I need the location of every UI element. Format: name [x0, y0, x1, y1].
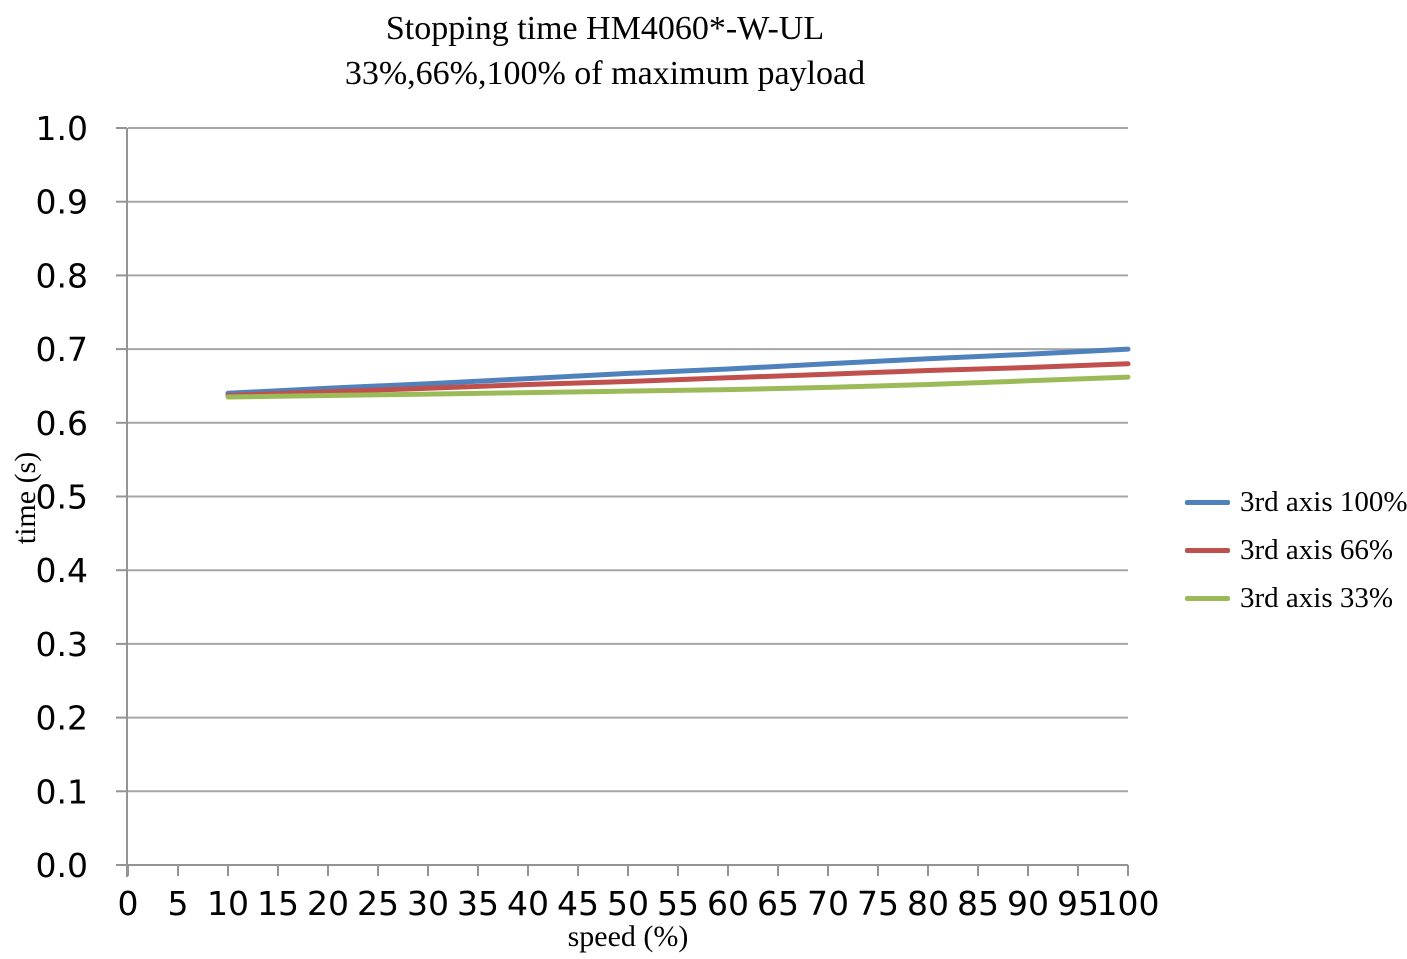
- chart-subtitle: 33%,66%,100% of maximum payload: [344, 55, 866, 92]
- x-tick-label: 15: [257, 884, 299, 923]
- chart-title-block: Stopping time HM4060*-W-UL 33%,66%,100% …: [0, 6, 1210, 96]
- x-tick-label: 10: [207, 884, 249, 923]
- legend-item: 3rd axis 100%: [1185, 487, 1407, 517]
- x-tick-label: 85: [957, 884, 999, 923]
- legend-item: 3rd axis 66%: [1185, 535, 1407, 565]
- legend: 3rd axis 100% 3rd axis 66% 3rd axis 33%: [1185, 487, 1407, 631]
- x-tick-label: 0: [118, 884, 139, 923]
- legend-line-swatch-green: [1185, 595, 1230, 601]
- x-axis-title: speed (%): [567, 920, 689, 953]
- series-line-2: [225, 374, 1131, 400]
- series-line-1: [225, 361, 1131, 398]
- x-tick-label: 50: [607, 884, 649, 923]
- y-tick-label: 0.5: [36, 478, 88, 517]
- y-tick-label: 1.0: [36, 109, 88, 148]
- y-tick-label: 0.9: [36, 183, 88, 222]
- x-tick-label: 45: [557, 884, 599, 923]
- series-line-0: [225, 346, 1131, 396]
- legend-line-swatch-red: [1185, 547, 1230, 553]
- x-tick-label: 80: [907, 884, 949, 923]
- legend-label: 3rd axis 100%: [1240, 486, 1407, 518]
- y-tick-label: 0.4: [36, 551, 88, 590]
- x-tick-label: 30: [407, 884, 449, 923]
- y-tick-label: 0.6: [36, 404, 88, 443]
- legend-label: 3rd axis 66%: [1240, 534, 1394, 566]
- y-tick-label: 0.7: [36, 330, 88, 369]
- x-tick-label: 60: [707, 884, 749, 923]
- x-tick-label: 70: [807, 884, 849, 923]
- x-tick-label: 100: [1097, 884, 1160, 923]
- y-tick-label: 0.8: [36, 256, 88, 295]
- x-tick-label: 35: [457, 884, 499, 923]
- y-tick-label: 0.3: [36, 625, 88, 664]
- y-tick-label: 0.0: [36, 846, 88, 885]
- x-tick-label: 95: [1057, 884, 1099, 923]
- x-tick-label: 20: [307, 884, 349, 923]
- x-tick-label: 65: [757, 884, 799, 923]
- x-tick-label: 5: [168, 884, 189, 923]
- y-tick-label: 0.2: [36, 699, 88, 738]
- chart-title: Stopping time HM4060*-W-UL: [385, 10, 825, 47]
- y-tick-label: 0.1: [36, 772, 88, 811]
- y-axis-title: time (s): [9, 451, 42, 545]
- x-tick-label: 25: [357, 884, 399, 923]
- x-tick-label: 40: [507, 884, 549, 923]
- legend-label: 3rd axis 33%: [1240, 582, 1394, 614]
- legend-line-swatch-blue: [1185, 499, 1230, 505]
- legend-item: 3rd axis 33%: [1185, 583, 1407, 613]
- x-tick-label: 75: [857, 884, 899, 923]
- x-tick-label: 55: [657, 884, 699, 923]
- x-tick-label: 90: [1007, 884, 1049, 923]
